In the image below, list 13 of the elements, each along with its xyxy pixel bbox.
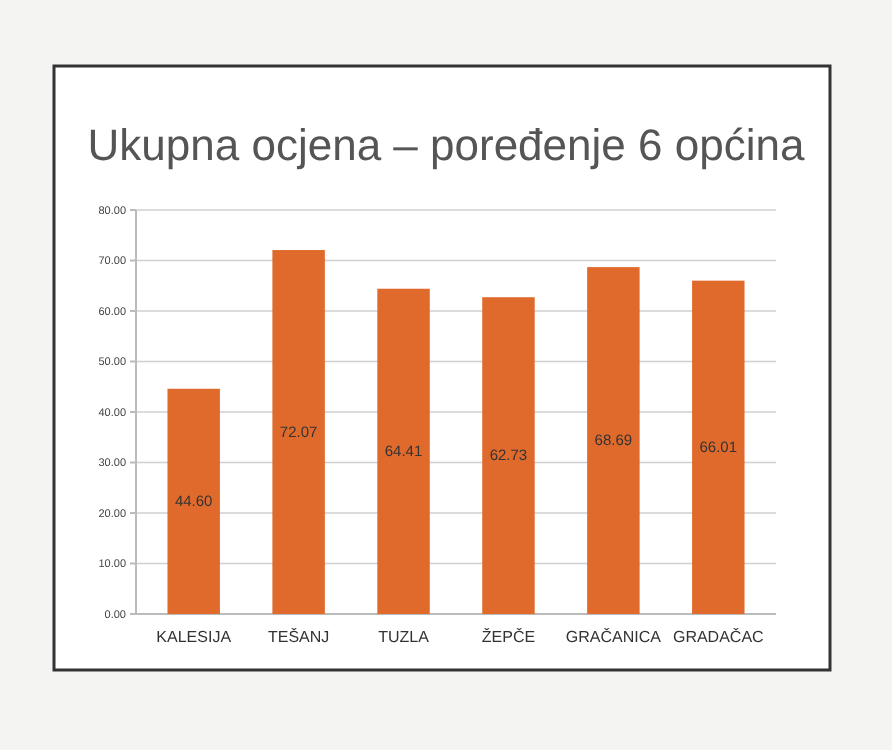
chart-title: Ukupna ocjena – poređenje 6 općina [87, 120, 806, 170]
x-tick-label: GRADAČAC [672, 628, 765, 646]
bar [692, 280, 745, 614]
bar [167, 388, 220, 614]
x-tick-label: TUZLA [378, 628, 431, 646]
bar [587, 267, 640, 614]
x-tick-label: TEŠANJ [267, 628, 330, 646]
bar [272, 250, 325, 614]
x-tick-label: ŽEPČE [481, 628, 536, 646]
x-tick-label: GRAČANICA [565, 628, 663, 646]
bar [482, 297, 535, 614]
bar [377, 288, 430, 614]
x-tick-label: KALESIJA [156, 628, 233, 646]
